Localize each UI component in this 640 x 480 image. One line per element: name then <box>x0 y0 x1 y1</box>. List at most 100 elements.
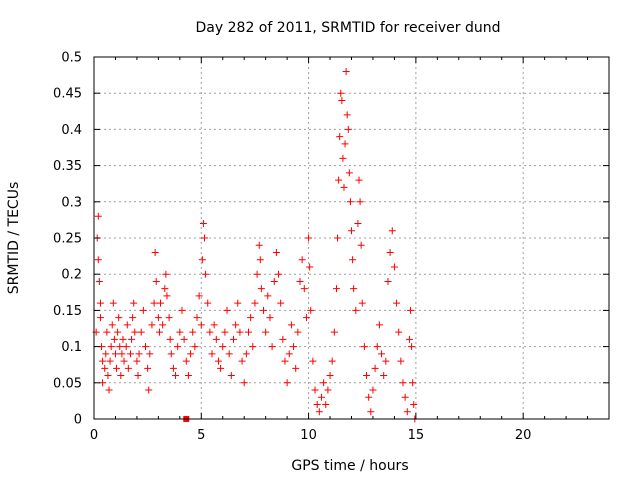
data-point <box>124 364 132 372</box>
data-point <box>279 335 287 343</box>
data-point <box>251 299 259 307</box>
data-point <box>195 292 203 300</box>
data-point <box>378 350 386 358</box>
data-point <box>111 350 119 358</box>
data-point <box>214 357 222 365</box>
data-point <box>367 408 375 416</box>
data-point <box>290 343 298 351</box>
data-point <box>360 343 368 351</box>
data-point <box>133 357 141 365</box>
data-point <box>262 328 270 336</box>
data-point <box>176 328 184 336</box>
data-point <box>315 408 323 416</box>
data-point <box>283 379 291 387</box>
data-point <box>122 343 130 351</box>
data-point <box>167 350 175 358</box>
data-point <box>155 328 163 336</box>
data-point <box>240 379 248 387</box>
data-point <box>405 335 413 343</box>
data-point <box>382 357 390 365</box>
data-point <box>335 176 343 184</box>
data-point <box>255 241 263 249</box>
data-point <box>305 234 313 242</box>
data-point <box>101 364 109 372</box>
data-point <box>407 306 415 314</box>
data-point <box>152 277 160 285</box>
data-point <box>110 335 118 343</box>
data-point <box>142 343 149 351</box>
data-point <box>102 350 110 358</box>
data-point <box>363 372 371 380</box>
data-point <box>108 321 116 329</box>
data-point <box>236 328 244 336</box>
data-point <box>270 277 278 285</box>
data-point <box>182 357 190 365</box>
data-point <box>337 89 345 97</box>
data-point <box>146 350 154 358</box>
data-point <box>96 314 104 322</box>
data-point <box>129 314 137 322</box>
data-point <box>373 343 381 351</box>
y-tick-label: 0.4 <box>61 123 82 138</box>
data-point <box>330 328 338 336</box>
data-point <box>159 321 167 329</box>
data-point <box>287 321 295 329</box>
y-tick-label: 0.2 <box>61 268 82 283</box>
data-point <box>302 314 310 322</box>
data-point <box>217 364 225 372</box>
y-tick-label: 0.5 <box>61 51 82 66</box>
data-point <box>354 220 362 228</box>
data-point <box>410 401 418 409</box>
data-point <box>320 379 328 387</box>
data-point <box>117 372 125 380</box>
data-point <box>245 328 252 336</box>
data-point <box>119 335 127 343</box>
data-point <box>345 169 353 177</box>
data-point <box>375 321 383 329</box>
data-point <box>227 372 235 380</box>
data-point <box>296 277 304 285</box>
data-point <box>139 306 147 314</box>
data-point <box>350 285 358 293</box>
data-point <box>229 335 237 343</box>
data-point <box>393 299 401 307</box>
data-point <box>169 364 177 372</box>
data-point <box>260 306 268 314</box>
data-point <box>94 256 102 264</box>
data-point <box>313 401 321 409</box>
data-point <box>198 256 206 264</box>
data-point <box>340 183 348 191</box>
data-point <box>380 372 388 380</box>
data-point <box>306 263 314 271</box>
data-point <box>208 350 216 358</box>
data-point <box>292 364 300 372</box>
data-point <box>131 328 139 336</box>
data-point <box>163 292 171 300</box>
x-tick-label: 5 <box>197 428 205 443</box>
data-point <box>399 379 407 387</box>
data-point <box>343 111 351 119</box>
data-point <box>257 285 265 293</box>
data-point <box>197 321 205 329</box>
data-point <box>107 343 115 351</box>
y-tick-label: 0.25 <box>53 232 82 247</box>
data-point <box>328 357 336 365</box>
data-point <box>344 125 352 133</box>
data-point <box>384 277 392 285</box>
data-point <box>191 343 199 351</box>
data-point <box>144 364 152 372</box>
data-point <box>348 227 355 235</box>
data-point <box>212 335 220 343</box>
data-point <box>115 314 123 322</box>
x-tick-label: 0 <box>90 428 98 443</box>
x-tick-label: 10 <box>300 428 317 443</box>
data-point <box>202 270 210 278</box>
data-point <box>322 401 330 409</box>
y-axis-label: SRMTID / TECUs <box>6 182 22 295</box>
data-point <box>346 198 354 206</box>
data-point <box>266 314 274 322</box>
data-point <box>365 393 373 401</box>
data-point <box>165 314 173 322</box>
data-point <box>95 277 103 285</box>
